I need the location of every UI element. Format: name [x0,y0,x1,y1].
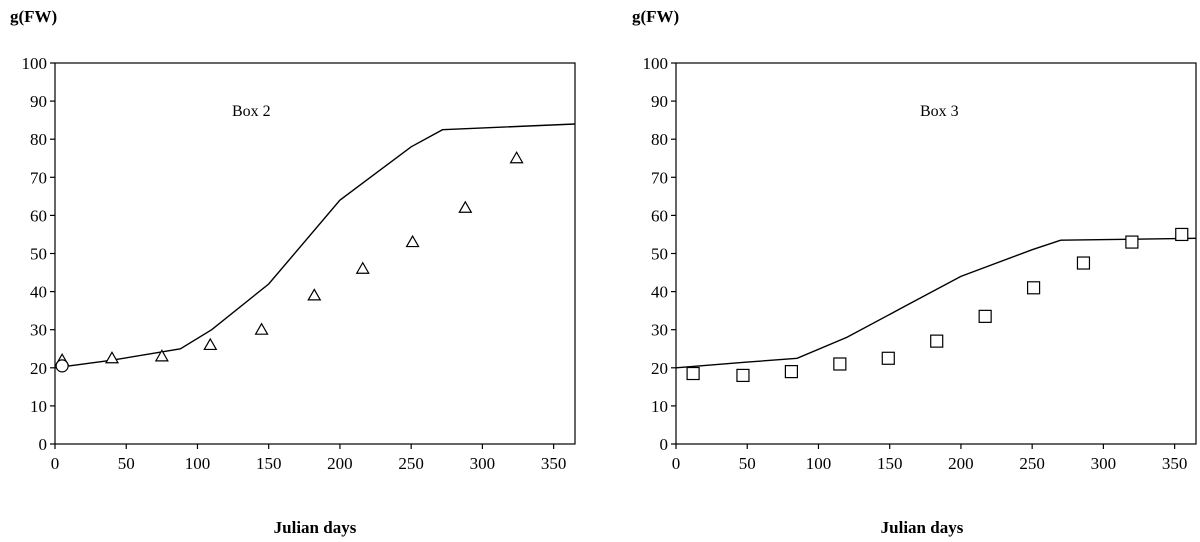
x-tick-label: 0 [51,454,60,473]
data-point-square [1026,281,1041,295]
axis-ticks: 0 10 20 30 40 50 60 70 80 90 100 0 50 100 150 200 250 300… [643,54,1188,473]
panel-annotation: Box 3 [920,103,959,120]
data-point-square [1076,256,1091,270]
data-point-square [1175,227,1189,242]
chart-panel-box2: g(FW) Julian days Box 2 0 10 20 30 40 50 60 70 8… [10,7,576,537]
y-tick-label: 60 [651,206,668,225]
y-tick-label: 30 [651,321,668,340]
panel-annotation: Box 2 [232,103,271,120]
y-tick-label: 50 [651,245,668,264]
data-point-square [686,366,700,381]
model-line [675,237,1197,369]
x-axis-title: Julian days [881,518,964,537]
y-tick-label: 30 [30,321,47,340]
x-tick-label: 150 [256,454,282,473]
y-axis-title: g(FW) [632,7,679,26]
y-tick-label: 20 [30,359,47,378]
y-axis-title: g(FW) [10,7,57,26]
data-point-triangle [458,200,473,213]
x-tick-label: 50 [739,454,756,473]
y-tick-label: 100 [22,54,48,73]
y-tick-label: 70 [30,168,47,187]
data-point-triangle [154,349,169,362]
chart-panel-box3: g(FW) Julian days Box 3 0 10 20 30 40 50 60 70 8… [632,7,1197,537]
data-point-triangle [509,151,524,164]
data-point-triangle [307,288,322,301]
x-tick-label: 350 [541,454,567,473]
data-point-triangle [355,261,370,274]
y-tick-label: 0 [39,435,48,454]
x-tick-label: 50 [118,454,135,473]
y-tick-label: 10 [651,397,668,416]
x-tick-label: 200 [327,454,353,473]
data-point-circle [55,359,69,373]
data-point-square [1125,235,1139,249]
x-tick-label: 300 [470,454,496,473]
x-tick-label: 250 [398,454,424,473]
data-point-triangle [203,337,218,351]
y-tick-label: 50 [30,245,47,264]
y-tick-label: 90 [651,92,668,111]
x-tick-label: 300 [1091,454,1117,473]
y-tick-label: 80 [651,130,668,149]
y-tick-label: 40 [30,283,47,302]
y-tick-label: 20 [651,359,668,378]
x-tick-label: 100 [806,454,832,473]
x-tick-label: 350 [1162,454,1188,473]
data-point-square [736,368,750,383]
model-line [54,123,576,369]
plot-area-frame [54,62,576,445]
x-tick-label: 250 [1019,454,1045,473]
data-marks [675,227,1197,383]
x-tick-label: 200 [948,454,974,473]
data-point-square [881,351,895,365]
y-tick-label: 0 [660,435,669,454]
y-tick-label: 100 [643,54,669,73]
y-tick-label: 60 [30,206,47,225]
y-tick-label: 40 [651,283,668,302]
data-point-square [978,309,992,323]
data-point-square [833,357,847,371]
data-point-triangle [104,351,120,364]
x-tick-label: 100 [185,454,211,473]
x-axis-title: Julian days [274,518,357,537]
data-point-square [930,334,944,348]
data-point-square [784,365,798,379]
y-tick-label: 90 [30,92,47,111]
y-tick-label: 10 [30,397,47,416]
x-tick-label: 150 [877,454,903,473]
x-tick-label: 0 [672,454,681,473]
data-marks [54,123,576,373]
data-point-triangle [405,234,420,248]
data-point-triangle [254,322,269,335]
y-tick-label: 80 [30,130,47,149]
y-tick-label: 70 [651,168,668,187]
plot-area-frame [675,62,1197,445]
axis-ticks: 0 10 20 30 40 50 60 70 80 90 100 0 50 100 150 200 250 300… [22,54,567,473]
